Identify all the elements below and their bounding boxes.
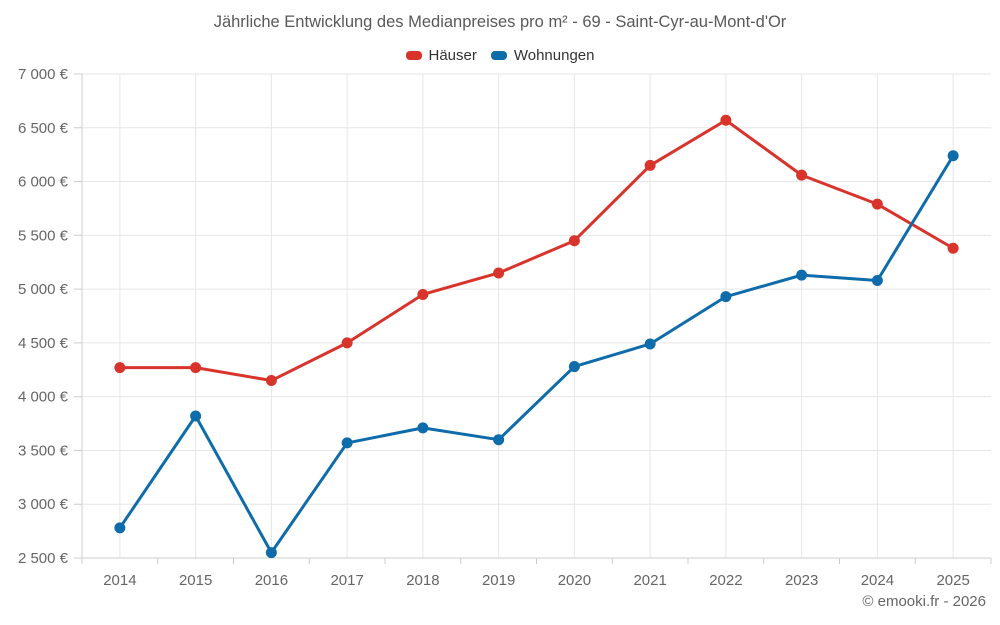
data-point-wohnungen-2014[interactable]	[114, 522, 126, 534]
y-axis-tick-label: 5 500 €	[18, 227, 69, 244]
data-point-häuser-2022[interactable]	[720, 114, 732, 126]
series-line-häuser	[118, 118, 955, 383]
legend-label-wohnungen: Wohnungen	[513, 47, 595, 64]
x-axis-tick-label: 2014	[103, 572, 136, 589]
copyright-credit: © emooki.fr - 2026	[862, 593, 986, 610]
data-point-wohnungen-2023[interactable]	[796, 269, 808, 281]
data-point-häuser-2023[interactable]	[796, 169, 808, 181]
data-point-häuser-2019[interactable]	[493, 267, 505, 279]
y-axis-tick-label: 5 000 €	[18, 281, 69, 298]
data-point-häuser-2020[interactable]	[568, 235, 580, 247]
data-point-häuser-2024[interactable]	[871, 198, 883, 210]
legend-marker-haeuser	[405, 51, 422, 60]
data-point-wohnungen-2022[interactable]	[720, 291, 732, 303]
data-point-wohnungen-2018[interactable]	[417, 422, 429, 434]
legend: Häuser Wohnungen	[0, 47, 1000, 64]
x-axis-tick-label: 2020	[558, 572, 591, 589]
data-point-wohnungen-2020[interactable]	[568, 361, 580, 373]
chart-title: Jährliche Entwicklung des Medianpreises …	[213, 13, 787, 31]
y-axis-tick-label: 3 000 €	[18, 496, 69, 513]
series-line-wohnungen	[118, 154, 955, 555]
x-axis-tick-label: 2021	[633, 572, 666, 589]
legend-marker-wohnungen	[490, 51, 507, 60]
data-point-wohnungen-2021[interactable]	[644, 338, 656, 350]
data-point-wohnungen-2015[interactable]	[190, 410, 202, 422]
data-point-wohnungen-2016[interactable]	[265, 547, 277, 559]
data-point-wohnungen-2017[interactable]	[341, 437, 353, 449]
data-point-wohnungen-2024[interactable]	[871, 275, 883, 287]
y-axis-tick-label: 3 500 €	[18, 442, 69, 459]
x-axis-tick-label: 2022	[709, 572, 742, 589]
data-point-häuser-2021[interactable]	[644, 159, 656, 171]
legend-item-haeuser[interactable]: Häuser	[405, 47, 477, 64]
data-point-häuser-2025[interactable]	[947, 242, 959, 254]
y-axis-tick-label: 2 500 €	[18, 550, 69, 567]
x-axis-tick-label: 2024	[861, 572, 894, 589]
data-point-häuser-2016[interactable]	[265, 375, 277, 387]
data-point-häuser-2014[interactable]	[114, 362, 126, 374]
y-axis-tick-label: 4 000 €	[18, 389, 69, 406]
y-axis-tick-label: 7 000 €	[18, 66, 69, 83]
legend-item-wohnungen[interactable]: Wohnungen	[490, 47, 595, 64]
y-axis-tick-label: 6 500 €	[18, 120, 69, 137]
x-axis-tick-label: 2019	[482, 572, 515, 589]
y-axis-tick-label: 6 000 €	[18, 174, 69, 191]
data-point-häuser-2015[interactable]	[190, 362, 202, 374]
x-axis-tick-label: 2017	[330, 572, 363, 589]
x-axis-tick-label: 2023	[785, 572, 818, 589]
data-point-häuser-2018[interactable]	[417, 288, 429, 300]
legend-label-haeuser: Häuser	[428, 47, 477, 64]
x-axis-tick-label: 2016	[255, 572, 288, 589]
x-axis-tick-label: 2025	[936, 572, 969, 589]
y-axis-tick-label: 4 500 €	[18, 335, 69, 352]
data-point-wohnungen-2025[interactable]	[947, 150, 959, 162]
x-axis-tick-label: 2015	[179, 572, 212, 589]
data-point-wohnungen-2019[interactable]	[493, 434, 505, 446]
data-point-häuser-2017[interactable]	[341, 337, 353, 349]
x-axis-tick-label: 2018	[406, 572, 439, 589]
